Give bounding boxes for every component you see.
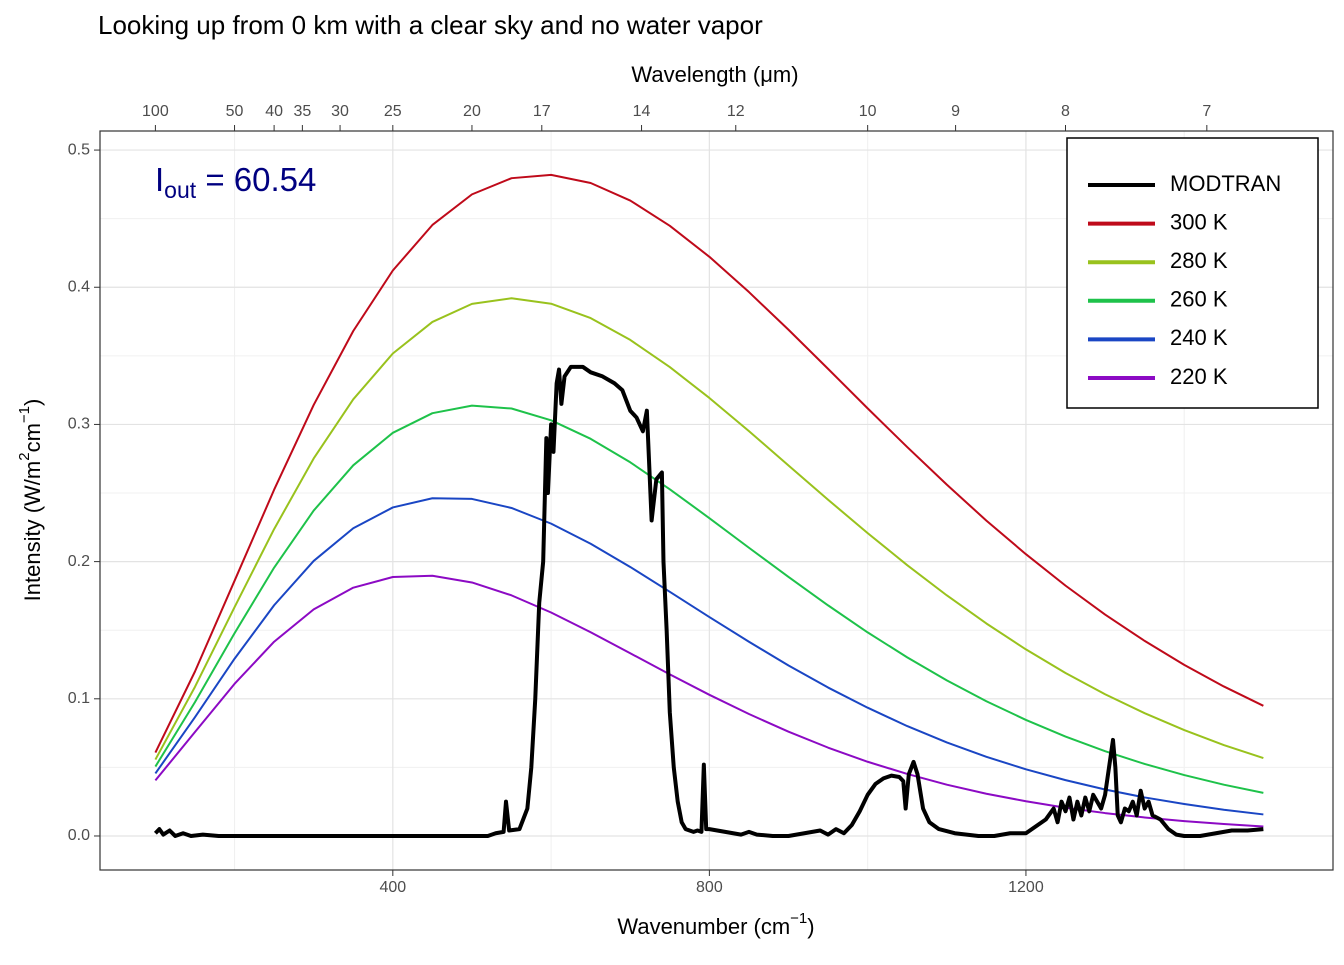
x2-tick-label: 100 [142,103,169,120]
legend-label: 260 K [1170,287,1228,312]
series-line [153,364,1264,838]
x2-tick-label: 17 [533,103,551,120]
annotation-sub: out [164,177,197,203]
legend-label: 280 K [1170,248,1228,273]
x-tick-label: 1200 [1008,879,1044,896]
x-tick-label: 800 [696,879,723,896]
x-axis-label: Wavenumber (cm−1) [617,910,814,939]
x2-tick-label: 25 [384,103,402,120]
x2-tick-label: 8 [1061,103,1070,120]
label-part: Wavenumber (cm [617,914,790,939]
legend-label: 240 K [1170,325,1228,350]
y-tick-label: 0.0 [68,827,90,844]
chart-title: Looking up from 0 km with a clear sky an… [98,10,763,40]
plot-area [153,173,1264,838]
series-line [154,497,1264,816]
x2-tick-label: 40 [265,103,283,120]
y-axis-label: Intensity (W/m2cm−1) [16,399,45,602]
y-tick-label: 0.2 [68,553,90,570]
y-tick-label: 0.4 [68,278,90,295]
series-line [154,173,1264,754]
series-line [154,404,1264,794]
panel-border [99,130,1334,871]
y-tick-label: 0.1 [68,690,90,707]
x-tick-label: 400 [379,879,406,896]
x2-tick-label: 30 [331,103,349,120]
label-part: ) [20,399,45,406]
label-part: ) [807,914,814,939]
label-part: cm [20,423,45,452]
x2-tick-label: 50 [226,103,244,120]
label-part: Intensity (W/m [20,461,45,602]
x2-tick-label: 7 [1202,103,1211,120]
superscript: −1 [790,910,807,927]
legend-label: 220 K [1170,364,1228,389]
x2-tick-label: 35 [293,103,311,120]
annotation-rest: = 60.54 [196,161,316,198]
legend-label: 300 K [1170,209,1228,234]
annotation-main: I [155,161,164,198]
x2-tick-label: 10 [859,103,877,120]
x2-tick-label: 20 [463,103,481,120]
series-line [154,297,1264,761]
x2-tick-label: 9 [951,103,960,120]
y-tick-label: 0.5 [68,141,90,158]
x2-axis-label: Wavelength (μm) [631,62,798,87]
legend-label: MODTRAN [1170,171,1281,196]
x2-tick-label: 14 [633,103,651,120]
x2-tick-label: 12 [727,103,745,120]
annotation: Iout = 60.54 [155,161,316,203]
superscript: −1 [16,406,33,423]
superscript: 2 [16,452,33,460]
y-tick-label: 0.3 [68,416,90,433]
